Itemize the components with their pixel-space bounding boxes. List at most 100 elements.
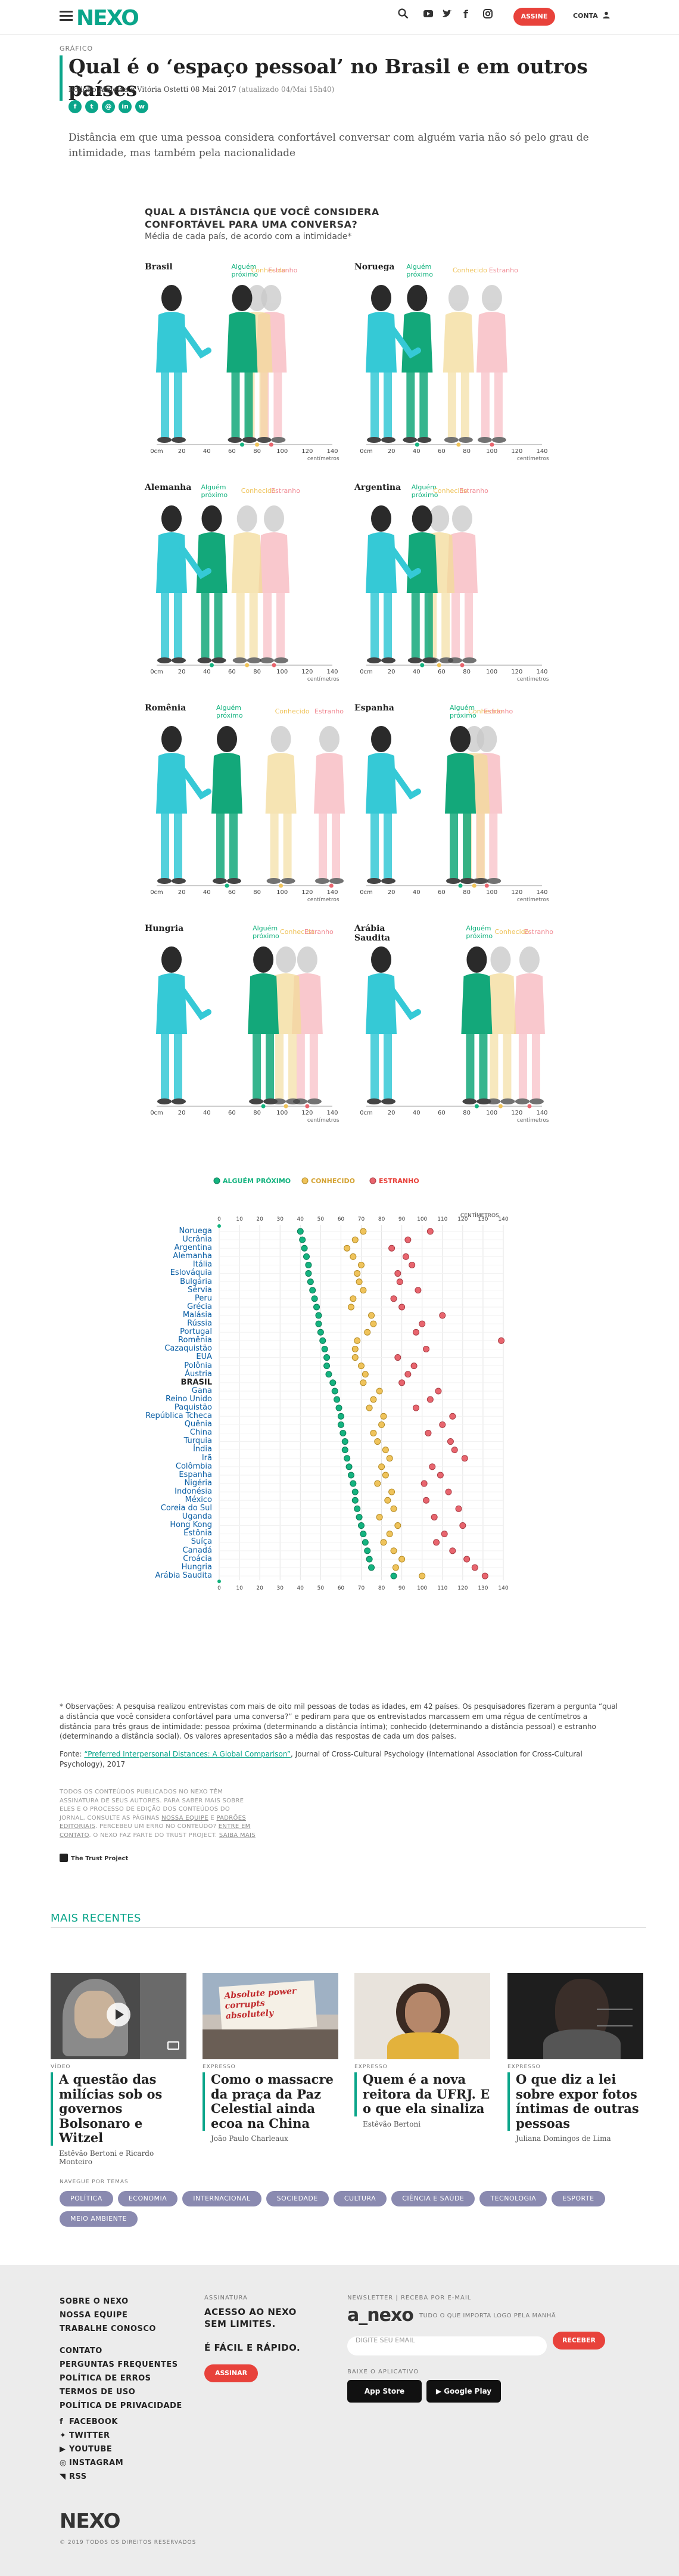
instagram-icon[interactable] xyxy=(482,8,493,22)
newsletter-submit-button[interactable]: RECEBER xyxy=(553,2332,605,2350)
dotplot-point xyxy=(360,1379,367,1386)
dotplot-point xyxy=(390,1572,397,1579)
legend-stranger: ESTRANHO xyxy=(379,1177,419,1185)
footer-twitter[interactable]: ✦ TWITTER xyxy=(60,2429,123,2442)
learn-more-link[interactable]: SAIBA MAIS xyxy=(219,1832,256,1839)
editorial-standards-link[interactable]: PADRÕES EDITORIAIS xyxy=(60,1814,246,1830)
card-thumbnail[interactable] xyxy=(51,1973,186,2059)
recent-card[interactable]: EXPRESSO O que diz a lei sobre expor fot… xyxy=(507,1973,643,2143)
dotplot-point xyxy=(370,1396,377,1403)
team-link[interactable]: NOSSA EQUIPE xyxy=(161,1814,208,1821)
footer-logo[interactable]: NEXO xyxy=(60,2509,121,2533)
dotplot-point xyxy=(394,1354,401,1361)
footer-link-errors[interactable]: POLÍTICA DE ERROS xyxy=(60,2374,151,2383)
dotplot-tick: 10 xyxy=(236,1585,243,1591)
menu-icon[interactable] xyxy=(60,11,73,21)
source-link[interactable]: “Preferred Interpersonal Distances: A Gl… xyxy=(84,1750,291,1758)
newsletter-email-input[interactable]: DIGITE SEU EMAIL xyxy=(347,2336,547,2355)
legend-close: ALGUÉM PRÓXIMO xyxy=(223,1177,291,1185)
footer-link-jobs[interactable]: TRABALHE CONOSCO xyxy=(60,2324,156,2333)
dotplot-point xyxy=(392,1564,399,1571)
subscribe-button-footer[interactable]: ASSINAR xyxy=(204,2364,258,2382)
article-updated: (atualizado 04/Mai 15h40) xyxy=(238,85,335,94)
country-name: Suíça xyxy=(191,1537,212,1547)
card-title[interactable]: O que diz a lei sobre expor fotos íntima… xyxy=(507,2072,643,2131)
card-title[interactable]: Como o massacre da praça da Paz Celestia… xyxy=(203,2072,338,2131)
recent-card[interactable]: Absolute power corrupts absolutely EXPRE… xyxy=(203,1973,338,2143)
twitter-share-icon[interactable]: t xyxy=(85,100,98,113)
topic-tag[interactable]: CULTURA xyxy=(333,2191,387,2206)
card-title[interactable]: Quem é a nova reitora da UFRJ. E o que e… xyxy=(354,2072,490,2116)
whatsapp-share-icon[interactable]: w xyxy=(135,100,148,113)
topic-tag[interactable]: ECONOMIA xyxy=(117,2191,178,2206)
site-logo[interactable]: NEXO xyxy=(76,6,139,30)
person-figure xyxy=(156,285,187,443)
footer-link-contact[interactable]: CONTATO xyxy=(60,2347,102,2355)
label-close: Alguém próximo xyxy=(231,263,258,278)
footer-link-team[interactable]: NOSSA EQUIPE xyxy=(60,2311,128,2320)
dotplot-point xyxy=(317,1329,324,1336)
recent-card[interactable]: EXPRESSO Quem é a nova reitora da UFRJ. … xyxy=(354,1973,490,2128)
country-name: México xyxy=(185,1495,212,1504)
facebook-icon[interactable]: f xyxy=(463,8,468,21)
app-store-button[interactable]: App Store xyxy=(347,2380,422,2403)
card-thumbnail[interactable] xyxy=(507,1973,643,2059)
footer-instagram[interactable]: ◎ INSTAGRAM xyxy=(60,2456,123,2470)
card-title[interactable]: A questão das milícias sob os governos B… xyxy=(51,2072,186,2146)
dotplot-point xyxy=(325,1371,332,1378)
google-play-button[interactable]: ▶ Google Play xyxy=(426,2380,501,2403)
footer-link-privacy[interactable]: POLÍTICA DE PRIVACIDADE xyxy=(60,2401,182,2410)
card-thumbnail[interactable] xyxy=(354,1973,490,2059)
topic-tag[interactable]: MEIO AMBIENTE xyxy=(60,2211,138,2227)
play-icon[interactable] xyxy=(107,2003,130,2026)
disclaimer-and: E xyxy=(210,1814,214,1821)
person-arm xyxy=(179,545,211,579)
topic-tag[interactable]: ESPORTE xyxy=(552,2191,605,2206)
footer-rss[interactable]: ◥ RSS xyxy=(60,2470,123,2484)
footer-link-faq[interactable]: PERGUNTAS FREQUENTES xyxy=(60,2360,178,2369)
footer-facebook[interactable]: f FACEBOOK xyxy=(60,2415,123,2429)
panel-country-name: Romênia xyxy=(145,703,186,713)
topic-tag[interactable]: SOCIEDADE xyxy=(266,2191,329,2206)
dotplot-point xyxy=(455,1505,462,1512)
dotplot-point xyxy=(388,1244,395,1252)
dotplot-point xyxy=(433,1539,440,1546)
country-panel: Noruega Alguém próximo Conhecido Estranho 0cm… xyxy=(354,262,557,465)
footer-link-terms[interactable]: TERMOS DE USO xyxy=(60,2388,136,2397)
person-figure xyxy=(366,285,397,443)
dotplot-point xyxy=(449,1547,456,1554)
topic-tag[interactable]: TECNOLOGIA xyxy=(479,2191,547,2206)
linkedin-share-icon[interactable]: in xyxy=(119,100,132,113)
instagram-icon: ◎ xyxy=(60,2459,67,2468)
contact-link[interactable]: ENTRE EM CONTATO xyxy=(60,1823,251,1839)
footer-youtube[interactable]: ▶ YOUTUBE xyxy=(60,2442,123,2456)
article-authors[interactable]: Rodolfo Almeida e Vitória Ostetti xyxy=(68,85,189,94)
dotplot-point xyxy=(356,1513,363,1520)
person-arm xyxy=(179,325,211,359)
search-icon[interactable] xyxy=(398,8,409,22)
twitter-icon[interactable] xyxy=(442,8,453,22)
country-name: China xyxy=(189,1428,212,1438)
dotplot-point xyxy=(382,1472,389,1479)
axis-tick: 120 xyxy=(511,889,522,896)
facebook-share-icon[interactable]: f xyxy=(68,100,82,113)
trust-project-logo[interactable]: The Trust Project xyxy=(60,1854,128,1862)
topic-tag[interactable]: INTERNACIONAL xyxy=(182,2191,261,2206)
recent-card[interactable]: VÍDEO A questão das milícias sob os gove… xyxy=(51,1973,186,2166)
youtube-icon[interactable] xyxy=(423,8,434,22)
card-thumbnail[interactable]: Absolute power corrupts absolutely xyxy=(203,1973,338,2059)
axis-tick: 140 xyxy=(326,889,338,896)
account-link[interactable]: CONTA xyxy=(573,11,610,20)
dotplot-tick: 120 xyxy=(457,1585,468,1591)
video-icon xyxy=(167,2041,179,2050)
panel-country-name: Arábia Saudita xyxy=(354,924,391,943)
article-date: 08 Mai 2017 xyxy=(191,85,236,94)
email-share-icon[interactable]: @ xyxy=(102,100,115,113)
subscribe-button[interactable]: ASSINE xyxy=(513,8,555,26)
topic-tag[interactable]: POLÍTICA xyxy=(60,2191,113,2206)
axis-tick: 40 xyxy=(203,669,211,675)
dotplot-point xyxy=(398,1379,406,1386)
dotplot-tick: 50 xyxy=(317,1216,325,1222)
footer-link-about[interactable]: SOBRE O NEXO xyxy=(60,2297,129,2306)
topic-tag[interactable]: CIÊNCIA E SAÚDE xyxy=(391,2191,475,2206)
